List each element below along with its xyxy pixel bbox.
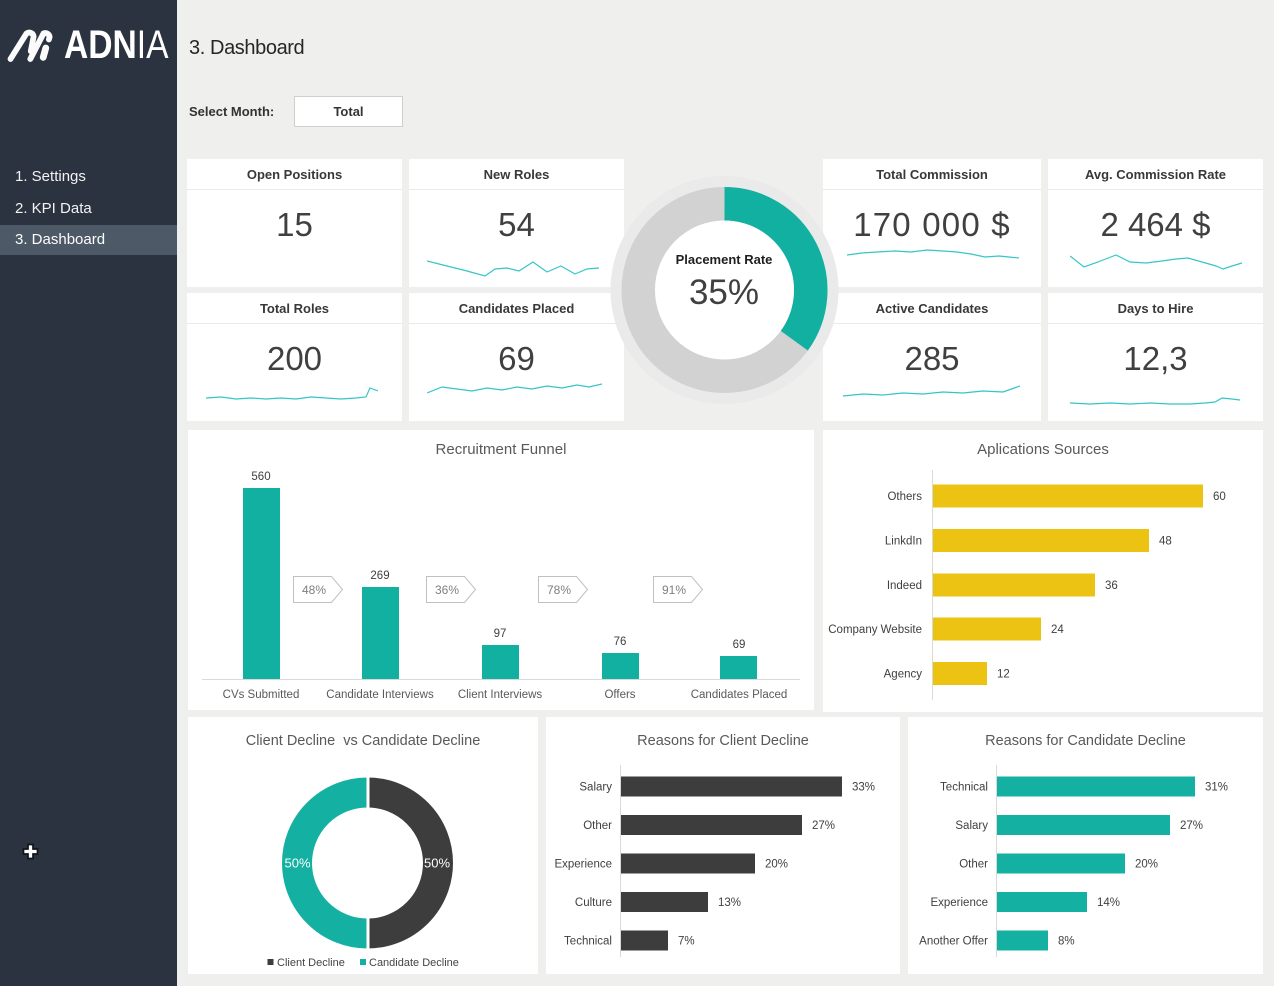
svg-text:Technical: Technical: [940, 782, 988, 794]
svg-text:Experience: Experience: [554, 859, 612, 871]
svg-text:Salary: Salary: [955, 820, 988, 832]
svg-text:269: 269: [370, 570, 389, 582]
svg-text:Agency: Agency: [884, 669, 923, 681]
svg-text:33%: 33%: [852, 782, 875, 794]
svg-text:76: 76: [614, 636, 627, 648]
svg-text:60: 60: [1213, 491, 1226, 503]
svg-text:13%: 13%: [718, 897, 741, 909]
svg-text:78%: 78%: [547, 583, 571, 597]
svg-text:Salary: Salary: [579, 782, 612, 794]
svg-text:Culture: Culture: [575, 897, 612, 909]
svg-text:Candidate Decline: Candidate Decline: [369, 957, 459, 969]
svg-text:36: 36: [1105, 580, 1118, 592]
svg-text:Client Decline: Client Decline: [277, 957, 345, 969]
svg-text:Candidate Interviews: Candidate Interviews: [326, 689, 434, 701]
svg-text:Indeed: Indeed: [887, 580, 922, 592]
svg-text:69: 69: [733, 639, 746, 651]
svg-text:Company Website: Company Website: [828, 624, 922, 636]
svg-text:48%: 48%: [302, 583, 326, 597]
svg-text:Others: Others: [887, 491, 922, 503]
svg-text:7%: 7%: [678, 936, 695, 948]
svg-text:CVs Submitted: CVs Submitted: [223, 689, 300, 701]
svg-text:Experience: Experience: [930, 897, 988, 909]
svg-text:27%: 27%: [812, 820, 835, 832]
svg-text:12: 12: [997, 669, 1010, 681]
svg-text:91%: 91%: [662, 583, 686, 597]
svg-text:Offers: Offers: [604, 689, 635, 701]
svg-text:14%: 14%: [1097, 897, 1120, 909]
svg-text:20%: 20%: [765, 859, 788, 871]
svg-text:Other: Other: [583, 820, 612, 832]
svg-text:20%: 20%: [1135, 859, 1158, 871]
svg-text:50%: 50%: [284, 856, 310, 871]
svg-text:36%: 36%: [435, 583, 459, 597]
svg-text:48: 48: [1159, 536, 1172, 548]
svg-text:Other: Other: [959, 859, 988, 871]
svg-text:LinkdIn: LinkdIn: [885, 536, 922, 548]
svg-text:27%: 27%: [1180, 820, 1203, 832]
svg-text:97: 97: [494, 628, 507, 640]
svg-text:50%: 50%: [424, 856, 450, 871]
svg-text:8%: 8%: [1058, 936, 1075, 948]
svg-text:Client Interviews: Client Interviews: [458, 689, 543, 701]
svg-text:Candidates Placed: Candidates Placed: [691, 689, 788, 701]
svg-text:Technical: Technical: [564, 936, 612, 948]
svg-text:31%: 31%: [1205, 782, 1228, 794]
svg-text:Another Offer: Another Offer: [919, 936, 988, 948]
svg-text:560: 560: [251, 471, 270, 483]
svg-text:24: 24: [1051, 624, 1064, 636]
